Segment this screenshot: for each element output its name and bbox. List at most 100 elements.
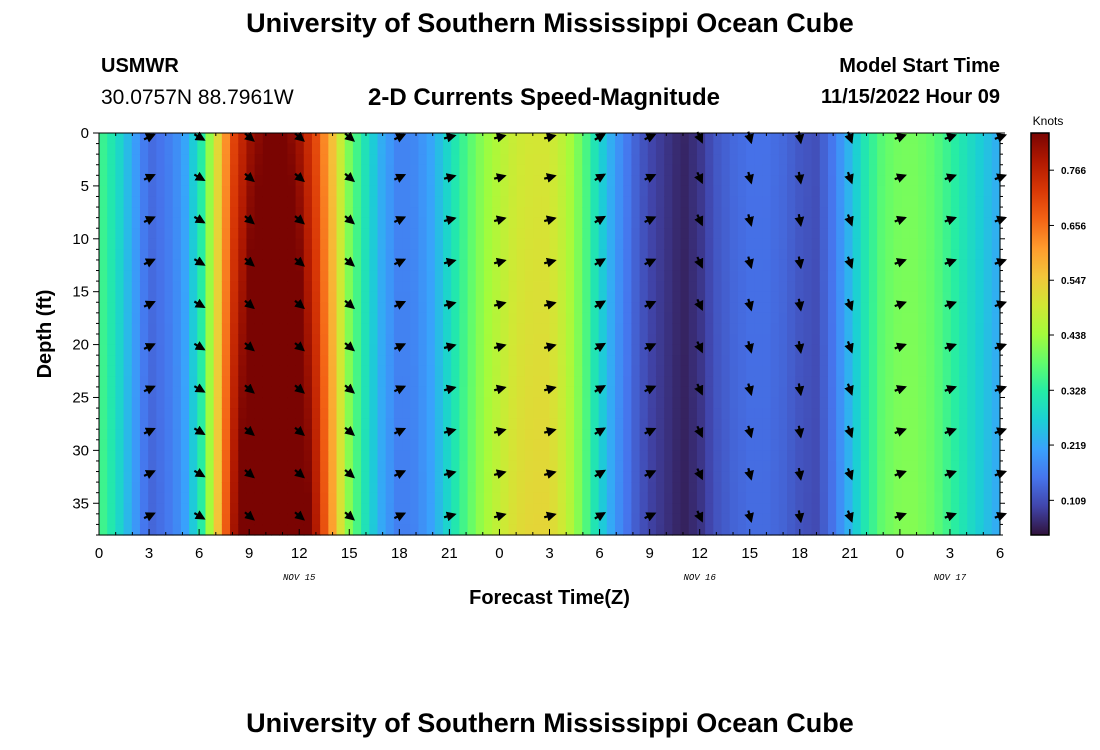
heatmap-cell [443,408,452,420]
heatmap-cell [615,323,624,335]
heatmap-cell [950,439,960,451]
current-arrow [393,385,407,395]
heatmap-cell [410,312,420,325]
heatmap-cell [213,376,223,388]
heatmap-cell [787,302,796,314]
heatmap-cell [131,281,141,293]
heatmap-cell [328,259,338,272]
heatmap-cell [852,312,862,325]
heatmap-cell [819,164,829,176]
heatmap-cell [377,228,387,240]
heatmap-cell [762,312,772,325]
heatmap-cell [221,503,231,515]
heatmap-cell [909,482,919,494]
heatmap-cell [590,482,600,494]
heatmap-cell [918,164,927,176]
heatmap-cell [131,270,141,282]
current-arrow [744,340,754,354]
heatmap-cell [582,471,592,483]
heatmap-cell [639,334,649,346]
heatmap-cell [516,207,526,219]
heatmap-cell [868,133,878,145]
heatmap-cell [320,460,329,473]
heatmap-cell [467,281,477,293]
heatmap-cell [533,365,542,377]
heatmap-cell [623,334,633,346]
heatmap-cell [762,164,772,176]
heatmap-cell [508,217,518,229]
heatmap-cell [483,376,493,388]
heatmap-cell [197,249,207,261]
heatmap-cell [836,376,845,388]
heatmap-cell [967,334,977,346]
heatmap-cell [328,143,338,155]
heatmap-cell [107,344,116,356]
heatmap-cell [754,397,764,409]
heatmap-cell [254,238,264,250]
heatmap-cell [606,334,616,346]
heatmap-cell [344,185,354,198]
heatmap-cell [483,429,493,441]
heatmap-cell [402,524,411,536]
heatmap-cell [868,397,878,409]
heatmap-cell [737,408,747,420]
heatmap-cell [205,344,215,356]
heatmap-cell [639,217,649,229]
colorbar-tick-label: 0.109 [1061,496,1086,507]
heatmap-cell [189,228,198,240]
heatmap-cell [885,143,895,155]
heatmap-cell [205,397,215,409]
heatmap-cell [205,217,215,229]
current-arrow [443,469,457,479]
heatmap-cell [754,513,764,526]
heatmap-cell [352,429,362,441]
heatmap-cell [688,185,698,198]
heatmap-cell [369,228,379,240]
heatmap-cell [148,482,157,494]
heatmap-cell [688,418,698,430]
heatmap-cell [967,439,977,451]
heatmap-cell [655,365,665,377]
heatmap-cell [180,249,190,261]
heatmap-cell [909,408,919,420]
heatmap-cell [959,185,968,198]
heatmap-cell [377,196,387,208]
heatmap-cell [737,175,747,187]
heatmap-cell [688,154,698,166]
heatmap-cell [115,154,125,166]
heatmap-cell [377,175,387,187]
heatmap-cell [868,450,878,462]
heatmap-cell [221,164,231,176]
heatmap-cell [467,524,477,536]
heatmap-cell [852,365,862,377]
heatmap-cell [811,207,821,219]
heatmap-cell [680,323,690,335]
heatmap-cell [934,185,944,198]
x-tick-label: 18 [391,545,408,562]
heatmap-cell [492,291,501,303]
heatmap-cell [967,302,977,314]
heatmap-cell [909,429,919,441]
heatmap-cell [770,450,780,462]
heatmap-cell [909,312,919,325]
heatmap-cell [443,418,452,430]
heatmap-cell [156,281,166,293]
heatmap-cell [639,524,649,536]
heatmap-cell [705,418,714,430]
heatmap-cell [246,164,256,176]
heatmap-cell [180,312,190,325]
heatmap-cell [615,450,624,462]
heatmap-cell [713,196,723,208]
heatmap-cell [533,513,542,526]
heatmap-cell [205,418,215,430]
heatmap-cell [696,408,706,420]
heatmap-cell [655,492,665,504]
heatmap-cell [148,524,157,536]
heatmap-cell [352,418,362,430]
heatmap-cell [557,302,567,314]
heatmap-cell [819,386,829,399]
heatmap-cell [213,355,223,367]
heatmap-cell [770,344,780,356]
heatmap-cell [541,439,551,451]
heatmap-cell [115,365,125,377]
